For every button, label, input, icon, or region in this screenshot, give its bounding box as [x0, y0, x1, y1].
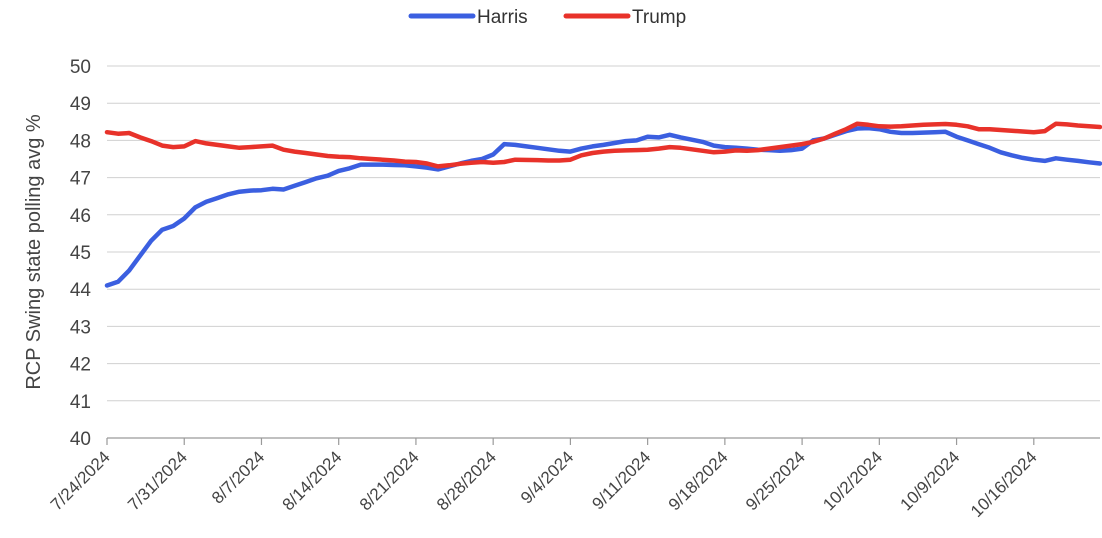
gridlines [107, 65, 1100, 439]
y-tick-label: 43 [70, 317, 91, 338]
x-tick-label: 7/31/2024 [124, 447, 191, 514]
series-lines [104, 121, 1102, 288]
legend: Harris Trump [408, 7, 686, 28]
series-line-trump [104, 121, 1102, 169]
x-tick-label: 10/2/2024 [819, 447, 886, 514]
y-tick-label: 49 [70, 94, 91, 115]
y-tick-label: 40 [70, 429, 91, 450]
x-tick-label: 9/18/2024 [665, 447, 732, 514]
y-axis-label: RCP Swing state polling avg % [23, 114, 45, 390]
y-tick-label: 42 [70, 355, 91, 376]
y-tick-label: 44 [70, 280, 92, 301]
y-tick-label: 47 [70, 169, 91, 190]
x-tick-label: 8/14/2024 [279, 447, 346, 514]
y-tick-label: 48 [70, 131, 91, 152]
legend-label-harris: Harris [477, 7, 528, 28]
x-tick-label: 9/4/2024 [517, 447, 577, 507]
y-tick-label: 45 [70, 243, 91, 264]
x-tick-label: 8/21/2024 [356, 447, 423, 514]
x-tick-label: 8/7/2024 [208, 447, 268, 507]
legend-label-trump: Trump [632, 7, 686, 28]
x-tick-label: 7/24/2024 [47, 447, 114, 514]
x-tick-label: 8/28/2024 [433, 447, 500, 514]
series-line-harris [104, 125, 1102, 288]
x-tick-label: 10/9/2024 [896, 447, 963, 514]
y-tick-label: 41 [70, 392, 91, 413]
x-axis: 7/24/2024 7/31/2024 8/7/2024 8/14/2024 8/21/… [47, 437, 1100, 521]
y-axis-ticks: 40 41 42 43 44 45 46 47 48 49 50 [70, 57, 92, 450]
x-tick-label: 10/16/2024 [967, 447, 1041, 521]
y-tick-label: 50 [70, 57, 91, 78]
y-tick-label: 46 [70, 206, 91, 227]
x-tick-label: 9/25/2024 [742, 447, 809, 514]
x-tick-label: 9/11/2024 [588, 447, 654, 513]
